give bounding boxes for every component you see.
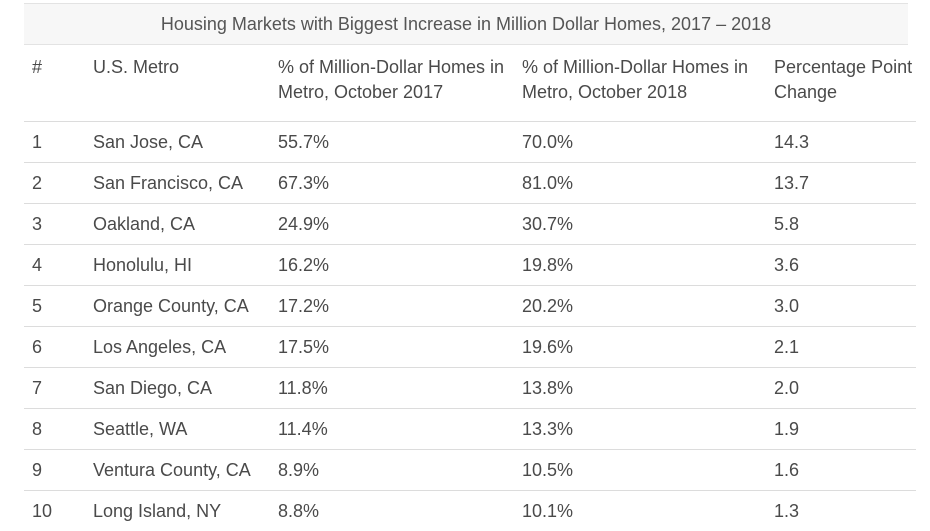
cell-change: 2.1 xyxy=(774,327,916,368)
cell-pct-2017: 67.3% xyxy=(278,163,522,204)
cell-metro: Honolulu, HI xyxy=(93,245,278,286)
data-table: # U.S. Metro % of Million-Dollar Homes i… xyxy=(24,45,916,531)
cell-pct-2018: 81.0% xyxy=(522,163,774,204)
cell-pct-2018: 19.8% xyxy=(522,245,774,286)
cell-metro: Orange County, CA xyxy=(93,286,278,327)
cell-metro: Ventura County, CA xyxy=(93,450,278,491)
cell-rank: 9 xyxy=(24,450,93,491)
cell-pct-2018: 70.0% xyxy=(522,122,774,163)
cell-pct-2018: 13.8% xyxy=(522,368,774,409)
cell-rank: 8 xyxy=(24,409,93,450)
cell-pct-2018: 10.5% xyxy=(522,450,774,491)
cell-change: 14.3 xyxy=(774,122,916,163)
cell-pct-2017: 16.2% xyxy=(278,245,522,286)
cell-change: 3.6 xyxy=(774,245,916,286)
cell-rank: 5 xyxy=(24,286,93,327)
cell-pct-2017: 17.5% xyxy=(278,327,522,368)
cell-rank: 6 xyxy=(24,327,93,368)
cell-metro: San Francisco, CA xyxy=(93,163,278,204)
cell-rank: 3 xyxy=(24,204,93,245)
cell-change: 3.0 xyxy=(774,286,916,327)
cell-pct-2018: 19.6% xyxy=(522,327,774,368)
header-row: # U.S. Metro % of Million-Dollar Homes i… xyxy=(24,45,916,122)
cell-pct-2017: 17.2% xyxy=(278,286,522,327)
column-header-pct-2017: % of Million-Dollar Homes in Metro, Octo… xyxy=(278,45,522,122)
cell-pct-2018: 13.3% xyxy=(522,409,774,450)
cell-pct-2018: 20.2% xyxy=(522,286,774,327)
cell-rank: 2 xyxy=(24,163,93,204)
cell-pct-2017: 8.8% xyxy=(278,491,522,531)
cell-change: 1.6 xyxy=(774,450,916,491)
cell-change: 1.3 xyxy=(774,491,916,531)
column-header-pct-2018: % of Million-Dollar Homes in Metro, Octo… xyxy=(522,45,774,122)
cell-pct-2017: 55.7% xyxy=(278,122,522,163)
column-header-metro: U.S. Metro xyxy=(93,45,278,122)
cell-metro: Oakland, CA xyxy=(93,204,278,245)
cell-change: 1.9 xyxy=(774,409,916,450)
cell-metro: Seattle, WA xyxy=(93,409,278,450)
cell-change: 13.7 xyxy=(774,163,916,204)
cell-pct-2018: 30.7% xyxy=(522,204,774,245)
cell-metro: San Diego, CA xyxy=(93,368,278,409)
cell-rank: 1 xyxy=(24,122,93,163)
cell-change: 5.8 xyxy=(774,204,916,245)
column-header-change: Percentage Point Change xyxy=(774,45,916,122)
cell-metro: Los Angeles, CA xyxy=(93,327,278,368)
table-container: Housing Markets with Biggest Increase in… xyxy=(24,3,908,531)
column-header-rank: # xyxy=(24,45,93,122)
cell-pct-2017: 11.4% xyxy=(278,409,522,450)
cell-rank: 10 xyxy=(24,491,93,531)
cell-pct-2018: 10.1% xyxy=(522,491,774,531)
cell-change: 2.0 xyxy=(774,368,916,409)
cell-metro: San Jose, CA xyxy=(93,122,278,163)
table-title: Housing Markets with Biggest Increase in… xyxy=(24,3,908,45)
cell-pct-2017: 11.8% xyxy=(278,368,522,409)
cell-metro: Long Island, NY xyxy=(93,491,278,531)
cell-pct-2017: 24.9% xyxy=(278,204,522,245)
cell-rank: 4 xyxy=(24,245,93,286)
cell-rank: 7 xyxy=(24,368,93,409)
cell-pct-2017: 8.9% xyxy=(278,450,522,491)
